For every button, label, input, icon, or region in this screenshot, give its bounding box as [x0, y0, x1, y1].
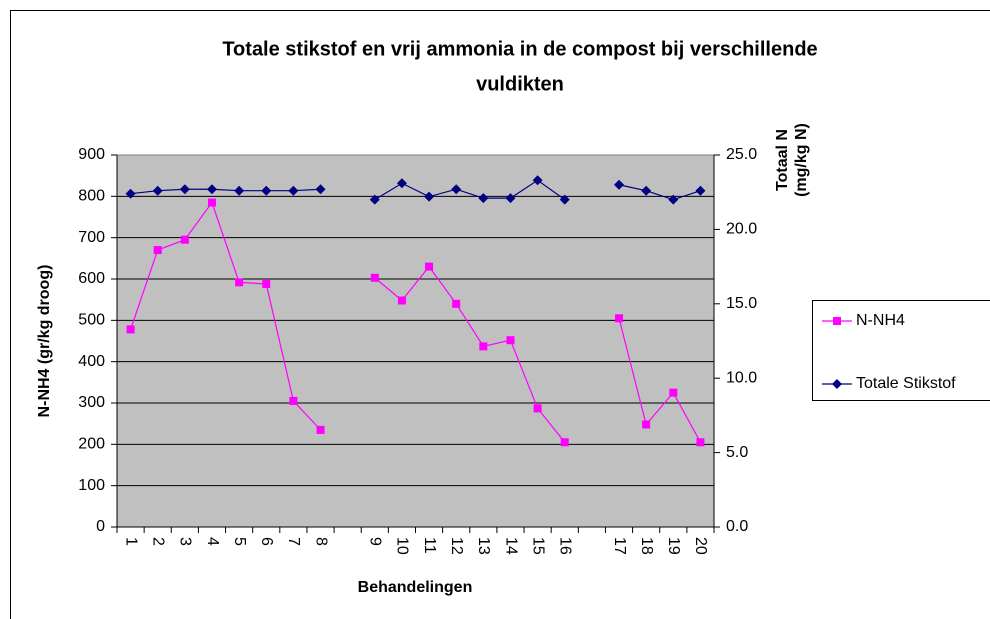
x-tick-label: 5 — [231, 537, 248, 546]
x-tick-label: 3 — [177, 537, 194, 546]
y-tick-label: 700 — [78, 229, 105, 246]
data-point — [452, 299, 461, 308]
y-tick-label: 900 — [78, 146, 105, 163]
data-point — [424, 191, 435, 202]
x-tick-label: 17 — [611, 537, 628, 555]
data-point — [125, 188, 136, 199]
data-point — [261, 185, 272, 196]
y2-tick-label: 0.0 — [726, 518, 748, 535]
chart-title: vuldikten — [476, 73, 564, 95]
x-tick-label: 16 — [557, 537, 574, 555]
y-tick-label: 100 — [78, 477, 105, 494]
data-point — [397, 296, 406, 305]
data-point — [289, 396, 298, 405]
x-tick-label: 20 — [692, 537, 709, 555]
data-point — [560, 438, 569, 447]
x-tick-label: 7 — [285, 537, 302, 546]
y-tick-label: 0 — [96, 518, 105, 535]
x-tick-label: 12 — [448, 537, 465, 555]
data-point — [425, 262, 434, 271]
y-tick-label: 800 — [78, 188, 105, 205]
data-point — [316, 425, 325, 434]
data-point — [180, 235, 189, 244]
y2-tick-label: 10.0 — [726, 369, 757, 386]
legend-label: N-NH4 — [856, 312, 905, 329]
data-point — [262, 279, 271, 288]
x-tick-label: 19 — [665, 537, 682, 555]
data-point — [668, 194, 679, 205]
chart-title: Totale stikstof en vrij ammonia in de co… — [222, 38, 817, 60]
data-point — [642, 420, 651, 429]
data-point — [234, 185, 245, 196]
data-point — [451, 184, 462, 195]
x-tick-label: 1 — [122, 537, 139, 546]
y2-axis-label: (mg/kg N) — [793, 123, 810, 197]
data-point — [506, 336, 515, 345]
x-tick-label: 2 — [149, 537, 166, 546]
x-axis-label: Behandelingen — [358, 579, 473, 596]
x-tick-label: 10 — [394, 537, 411, 555]
y-tick-label: 600 — [78, 270, 105, 287]
x-tick-label: 4 — [204, 537, 221, 546]
legend-marker — [832, 379, 842, 389]
data-point — [532, 175, 543, 186]
y-tick-label: 200 — [78, 436, 105, 453]
data-point — [369, 194, 380, 205]
data-point — [396, 178, 407, 189]
data-point — [479, 342, 488, 351]
series-line — [130, 201, 701, 443]
y-tick-label: 300 — [78, 394, 105, 411]
x-tick-label: 14 — [502, 537, 519, 555]
y-axis-label: N-NH4 (gr/kg droog) — [36, 265, 53, 418]
y-tick-label: 400 — [78, 353, 105, 370]
data-point — [695, 185, 706, 196]
y2-tick-label: 5.0 — [726, 444, 748, 461]
data-point — [669, 388, 678, 397]
data-point — [478, 193, 489, 204]
data-point — [641, 185, 652, 196]
data-point — [370, 273, 379, 282]
data-point — [152, 185, 163, 196]
x-tick-label: 11 — [421, 537, 438, 554]
x-tick-label: 13 — [475, 537, 492, 555]
legend-label: Totale Stikstof — [856, 375, 956, 392]
x-tick-label: 8 — [312, 537, 329, 546]
data-point — [235, 278, 244, 287]
x-tick-label: 6 — [258, 537, 275, 546]
y2-axis-label: Totaal N — [774, 129, 791, 191]
x-tick-label: 18 — [638, 537, 655, 555]
data-point — [533, 404, 542, 413]
y-tick-label: 500 — [78, 312, 105, 329]
data-point — [207, 198, 216, 207]
y2-tick-label: 20.0 — [726, 221, 757, 238]
data-point — [126, 325, 135, 334]
x-tick-label: 15 — [529, 537, 546, 555]
data-point — [559, 194, 570, 205]
data-point — [615, 314, 624, 323]
legend-marker — [833, 317, 841, 325]
data-point — [315, 184, 326, 195]
data-point — [288, 185, 299, 196]
y2-tick-label: 15.0 — [726, 295, 757, 312]
data-point — [614, 179, 625, 190]
data-point — [153, 246, 162, 255]
y2-tick-label: 25.0 — [726, 146, 757, 163]
data-point — [179, 184, 190, 195]
data-point — [206, 184, 217, 195]
x-tick-label: 9 — [367, 537, 384, 546]
data-point — [696, 438, 705, 447]
data-point — [505, 193, 516, 204]
